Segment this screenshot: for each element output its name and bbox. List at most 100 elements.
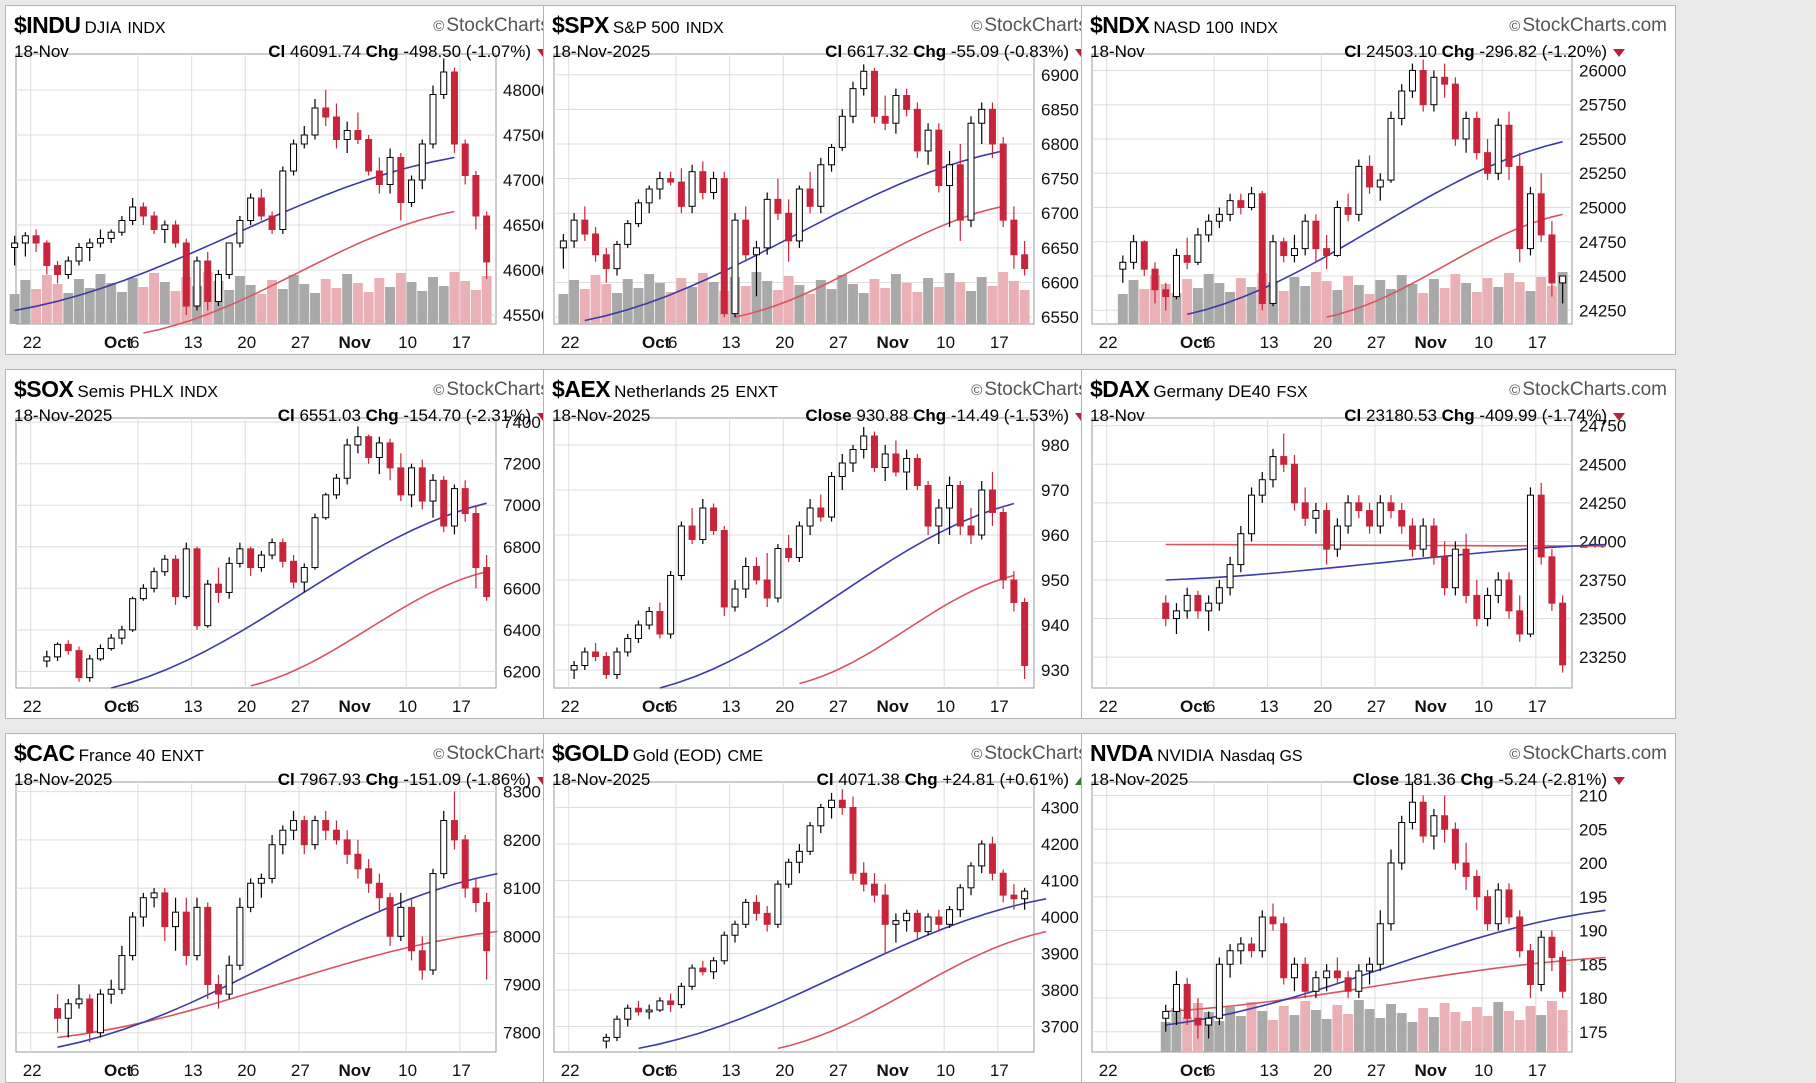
candle-body <box>1010 219 1018 256</box>
quote-values: Cl 46091.74 Chg -498.50 (-1.07%) <box>268 42 549 62</box>
y-tick-label: 7000 <box>503 496 541 515</box>
quote-values: Cl 24503.10 Chg -296.82 (-1.20%) <box>1344 42 1625 62</box>
candle-body <box>418 950 426 971</box>
candle-body <box>1301 502 1309 519</box>
candle-body <box>763 912 771 925</box>
candle-body <box>440 820 448 875</box>
x-tick-label: 20 <box>1313 697 1332 716</box>
candle-body <box>1548 234 1556 284</box>
security-name: NVIDIA <box>1157 746 1214 765</box>
candle-body <box>1473 876 1481 898</box>
copyright-icon: © <box>1509 746 1521 763</box>
candle-body <box>1462 117 1470 140</box>
candle-body <box>570 665 578 671</box>
candle-body <box>150 215 158 230</box>
candle-body <box>1494 579 1502 596</box>
close-value: 181.36 <box>1403 770 1456 789</box>
plot-area <box>1091 781 1573 1053</box>
candle-body <box>720 934 728 962</box>
panel-title: NVDA NVIDIA Nasdaq GS <box>1090 740 1303 767</box>
candle-body <box>978 108 986 124</box>
x-tick-label: 22 <box>1099 1061 1118 1080</box>
x-tick-label: 10 <box>936 333 955 352</box>
candle-body <box>1559 275 1567 284</box>
candle-body <box>1462 548 1470 596</box>
volume-bar <box>1008 281 1019 324</box>
moving-average-long-line <box>250 570 487 687</box>
volume-bar <box>1375 1018 1386 1052</box>
y-tick-label: 24750 <box>1579 233 1626 252</box>
candle-body <box>96 238 104 244</box>
candle-body <box>1226 200 1234 215</box>
candle-body <box>1505 889 1513 918</box>
candle-body <box>257 197 265 217</box>
candle-body <box>1494 124 1502 174</box>
volume-bar <box>1300 1001 1311 1052</box>
x-tick-label: Nov <box>339 333 372 352</box>
candle-body <box>418 143 426 181</box>
candle-body <box>710 507 718 531</box>
candle-body <box>806 825 814 852</box>
y-tick-label: 930 <box>1041 661 1069 680</box>
candle-body <box>1323 248 1331 256</box>
volume-bar <box>138 287 149 324</box>
candle-body <box>742 219 750 256</box>
candle-body <box>1419 801 1427 837</box>
x-tick-label: Oct <box>1180 697 1209 716</box>
volume-bar <box>1364 1009 1375 1052</box>
chart-panel: 6900 6850 6800 6750 6700 6650 6600 6550 22 Oct 6 13… <box>543 5 1138 355</box>
candle-body <box>54 265 62 275</box>
copyright-icon: © <box>433 382 445 399</box>
volume-bar <box>63 293 74 324</box>
candle-body <box>828 146 836 166</box>
volume-bar <box>687 287 698 324</box>
x-tick-label: 13 <box>1260 333 1279 352</box>
candle-body <box>1387 502 1395 512</box>
candle-body <box>688 171 696 207</box>
candle-body <box>247 882 255 908</box>
x-tick-label: 17 <box>1528 697 1547 716</box>
candle-body <box>677 181 685 207</box>
candle-body <box>408 467 416 496</box>
x-tick-label: 20 <box>775 1061 794 1080</box>
x-tick-label: 22 <box>23 333 42 352</box>
change-value: -55.09 (-0.83%) <box>950 42 1069 61</box>
candle-body <box>999 512 1007 581</box>
exchange: ENXT <box>161 748 204 765</box>
candle-body <box>1505 124 1513 167</box>
quote-date: 18-Nov-2025 <box>552 42 651 61</box>
candle-body <box>461 488 469 515</box>
y-tick-label: 8000 <box>503 927 541 946</box>
x-tick-label: 10 <box>1474 697 1493 716</box>
candle-body <box>559 240 567 249</box>
volume-bar <box>697 273 708 324</box>
candle-body <box>107 231 115 239</box>
candle-body <box>1441 76 1449 85</box>
x-tick-label: Nov <box>339 697 372 716</box>
y-tick-label: 23750 <box>1579 571 1626 590</box>
candle-body <box>817 164 825 207</box>
candle-body <box>946 909 954 925</box>
moving-average-long-line <box>143 210 455 334</box>
panel-title: $SPX S&P 500 INDX <box>552 12 724 39</box>
y-tick-label: 6600 <box>503 579 541 598</box>
candle-body <box>204 260 212 302</box>
x-tick-label: 22 <box>561 697 580 716</box>
moving-average-short-line <box>1165 909 1606 1026</box>
volume-bar <box>987 286 998 324</box>
candle-body <box>139 587 147 600</box>
quote-date: 18-Nov <box>1090 406 1145 425</box>
x-tick-label: 6 <box>668 697 677 716</box>
y-tick-label: 25250 <box>1579 164 1626 183</box>
candle-body <box>1333 970 1341 979</box>
y-tick-label: 7900 <box>503 976 541 995</box>
volume-bar <box>1536 1015 1547 1052</box>
exchange: INDX <box>1239 20 1278 37</box>
volume-bar <box>955 282 966 324</box>
y-tick-label: 3900 <box>1041 944 1079 963</box>
candle-body <box>86 242 94 248</box>
close-label: Cl <box>1344 42 1362 61</box>
candle-body <box>602 254 610 270</box>
candle-body <box>311 517 319 569</box>
candle-body <box>322 494 330 519</box>
